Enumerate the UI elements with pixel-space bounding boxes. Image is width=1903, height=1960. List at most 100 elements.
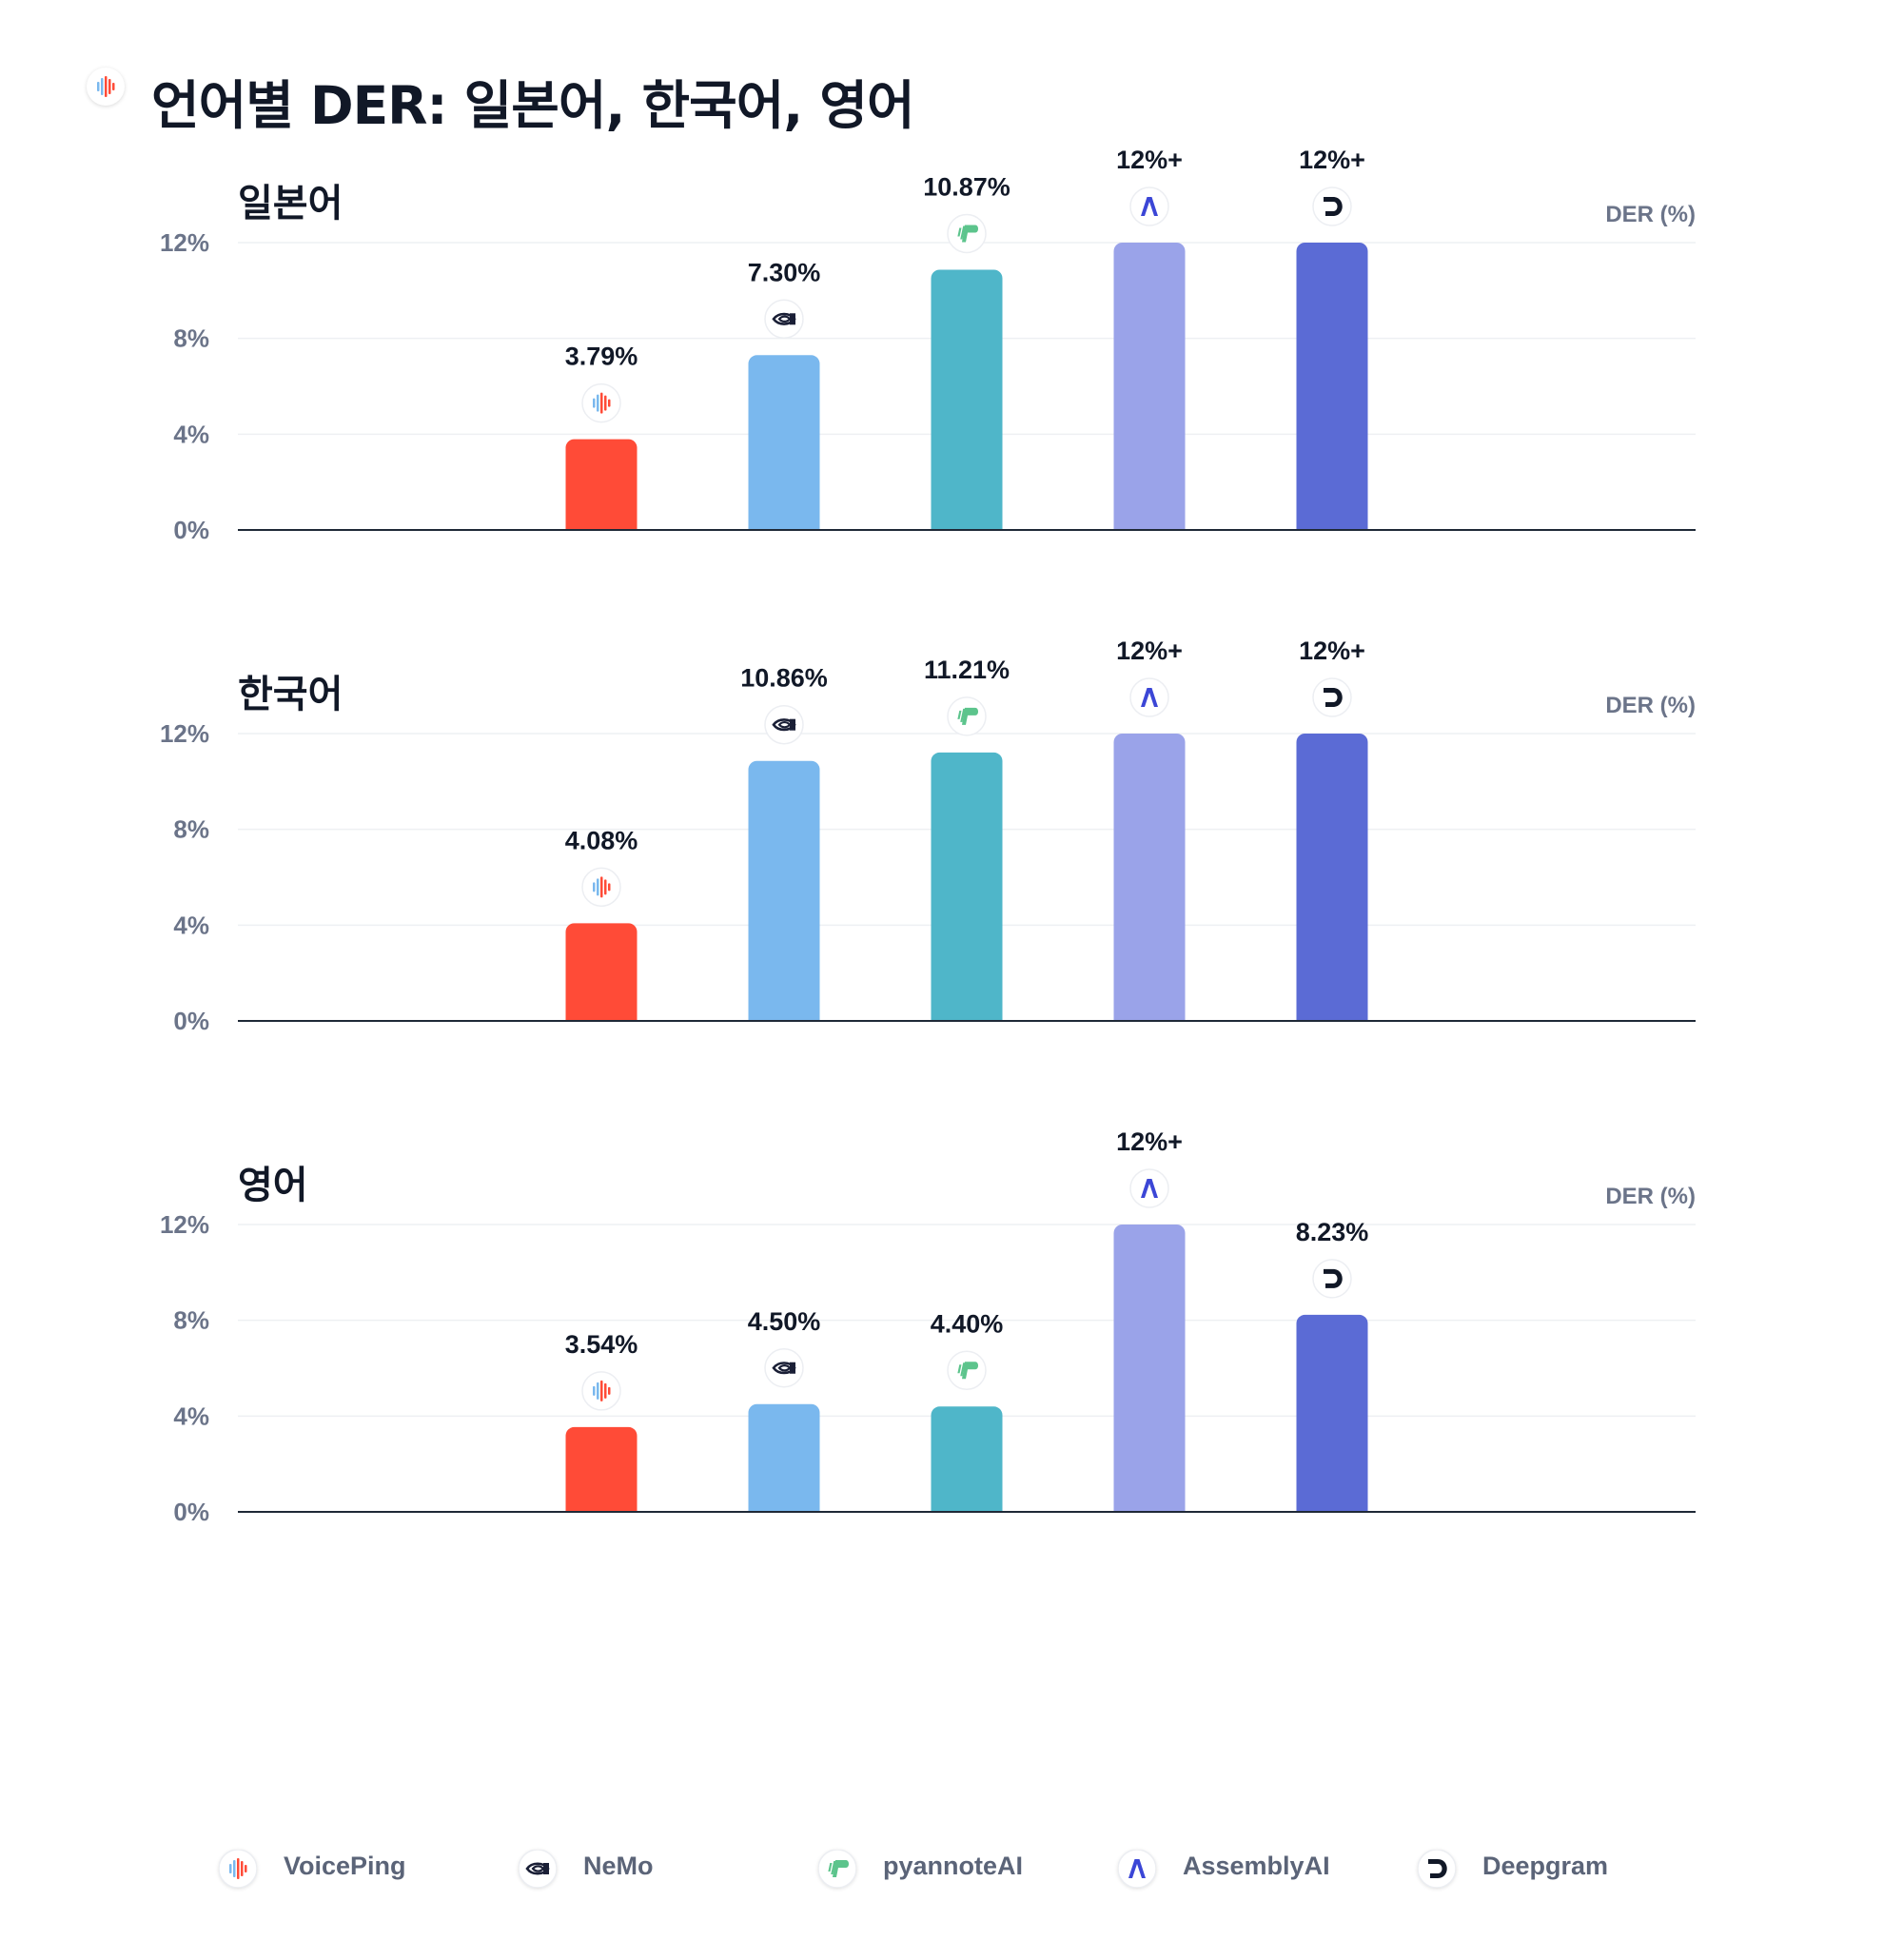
data-label: 10.87% <box>923 172 1010 201</box>
data-label: 11.21% <box>924 656 1010 684</box>
y-tick-label: 12% <box>160 719 209 748</box>
charts-svg: 일본어 DER (%) 0% 4% 8% 12% 3.79% 7.30% 10.87% 12%+ 1… <box>160 146 1696 1526</box>
bar-base <box>1296 520 1368 530</box>
voiceping-logo-icon <box>581 1371 621 1411</box>
bar-base <box>931 1502 1003 1512</box>
nvidia-logo-icon <box>518 1849 558 1889</box>
deepgram-logo-icon <box>1312 677 1352 717</box>
bar <box>565 439 638 530</box>
assemblyai-logo-icon <box>1117 1849 1157 1889</box>
bar-base <box>1296 1011 1368 1021</box>
bar-base <box>565 1011 638 1021</box>
bar <box>1296 243 1368 530</box>
bar-base <box>1113 1502 1186 1512</box>
panel-title: 일본어 <box>238 182 343 225</box>
bar-base <box>1113 1011 1186 1021</box>
bar <box>748 760 820 1021</box>
data-label: 4.40% <box>931 1309 1004 1338</box>
deepgram-logo-icon <box>1417 1849 1457 1889</box>
nvidia-logo-icon <box>764 299 804 340</box>
bar-base <box>931 1011 1003 1021</box>
data-label: 8.23% <box>1296 1218 1369 1246</box>
y-tick-label: 0% <box>173 516 209 544</box>
data-label: 12%+ <box>1116 637 1183 665</box>
legend-label: VoicePing <box>284 1852 406 1880</box>
voiceping-logo-icon <box>87 68 125 106</box>
legend-icon-svg <box>518 1849 558 1889</box>
panel-title: 영어 <box>238 1164 308 1207</box>
data-label: 4.08% <box>565 826 638 854</box>
assemblyai-logo-icon <box>1129 186 1169 226</box>
legend-icon-svg <box>218 1849 258 1889</box>
voiceping-logo-icon <box>218 1849 258 1889</box>
y-tick-label: 8% <box>173 1306 209 1335</box>
bar <box>748 355 820 530</box>
chart-panel: 한국어 DER (%) 0% 4% 8% 12% 4.08% 10.86% 11.21% 12%+… <box>160 637 1696 1035</box>
y-axis-label: DER (%) <box>1605 202 1696 227</box>
bar <box>748 1403 820 1512</box>
legend-label: pyannoteAI <box>883 1852 1024 1880</box>
bar-base <box>748 1011 820 1021</box>
y-tick-label: 0% <box>173 1007 209 1035</box>
bar <box>931 269 1003 530</box>
data-label: 12%+ <box>1299 637 1365 665</box>
data-label: 12%+ <box>1116 146 1183 174</box>
legend-icon-svg <box>1117 1849 1157 1889</box>
y-tick-label: 4% <box>173 1401 209 1430</box>
data-label: 7.30% <box>748 258 821 286</box>
page-title: 언어별 DER: 일본어, 한국어, 영어 <box>151 75 915 136</box>
bar <box>931 752 1003 1021</box>
bar-base <box>565 520 638 530</box>
data-label: 12%+ <box>1116 1127 1183 1156</box>
y-tick-label: 8% <box>173 815 209 844</box>
bar-base <box>1296 1502 1368 1512</box>
y-tick-label: 8% <box>173 324 209 353</box>
bar <box>1113 1225 1186 1512</box>
bar-base <box>748 520 820 530</box>
deepgram-logo-icon <box>1312 1259 1352 1299</box>
bar-base <box>565 1502 638 1512</box>
data-label: 12%+ <box>1299 146 1365 174</box>
y-axis-label: DER (%) <box>1605 1184 1696 1209</box>
data-label: 10.86% <box>740 664 828 693</box>
bar <box>1113 734 1186 1021</box>
y-tick-label: 12% <box>160 228 209 257</box>
legend-icon-svg <box>817 1849 857 1889</box>
y-tick-label: 4% <box>173 420 209 448</box>
pyannote-logo-icon <box>947 1350 987 1391</box>
assemblyai-logo-icon <box>1129 1168 1169 1208</box>
panel-title: 한국어 <box>238 673 343 716</box>
bar <box>1296 734 1368 1021</box>
legend-label: Deepgram <box>1482 1852 1609 1880</box>
y-axis-label: DER (%) <box>1605 693 1696 718</box>
voiceping-logo-svg <box>97 76 115 97</box>
bar <box>1113 243 1186 530</box>
y-tick-label: 0% <box>173 1498 209 1526</box>
bar-base <box>1113 520 1186 530</box>
legend-label: NeMo <box>583 1852 654 1880</box>
voiceping-logo-icon <box>581 867 621 908</box>
assemblyai-logo-icon <box>1129 677 1169 717</box>
pyannote-logo-icon <box>947 696 987 736</box>
bar <box>565 1426 638 1512</box>
data-label: 3.54% <box>565 1330 638 1359</box>
bar <box>565 923 638 1021</box>
bar-base <box>931 520 1003 530</box>
y-tick-label: 4% <box>173 911 209 939</box>
y-tick-label: 12% <box>160 1210 209 1239</box>
chart-panel: 영어 DER (%) 0% 4% 8% 12% 3.54% 4.50% 4.40% 12%+ 8.2… <box>160 1127 1696 1526</box>
nvidia-logo-icon <box>764 1348 804 1388</box>
legend-label: AssemblyAI <box>1183 1852 1330 1880</box>
pyannote-logo-icon <box>947 213 987 254</box>
nvidia-logo-icon <box>764 704 804 745</box>
data-label: 3.79% <box>565 343 638 371</box>
legend: VoicePing NeMo pyannoteAI AssemblyAI Deepgra… <box>0 1846 1903 1903</box>
pyannote-logo-icon <box>817 1849 857 1889</box>
legend-icon-svg <box>1417 1849 1457 1889</box>
deepgram-logo-icon <box>1312 186 1352 226</box>
voiceping-logo-icon <box>581 382 621 423</box>
bar-base <box>748 1502 820 1512</box>
data-label: 4.50% <box>748 1307 821 1336</box>
bar <box>931 1406 1003 1512</box>
